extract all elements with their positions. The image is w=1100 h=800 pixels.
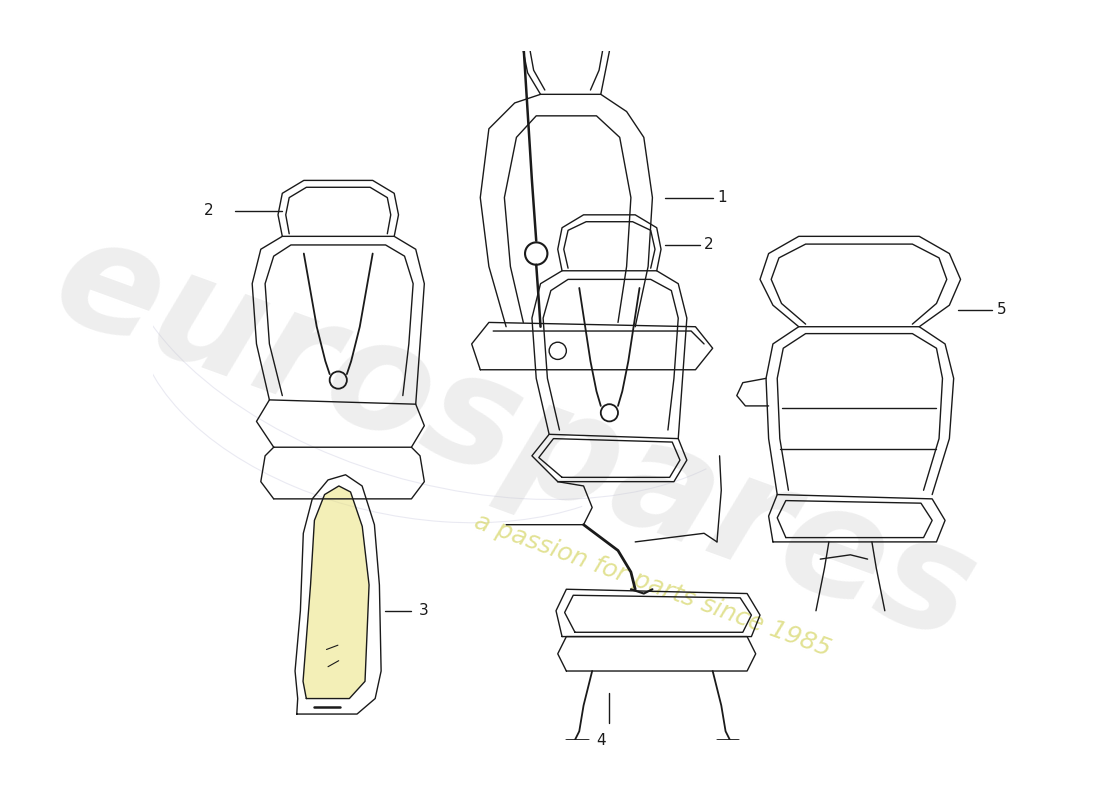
Text: 1: 1 bbox=[717, 190, 727, 205]
Text: 5: 5 bbox=[997, 302, 1006, 317]
Text: 2: 2 bbox=[704, 238, 714, 253]
Text: 2: 2 bbox=[204, 203, 213, 218]
Text: 3: 3 bbox=[419, 603, 429, 618]
Text: 4: 4 bbox=[596, 733, 606, 748]
Polygon shape bbox=[302, 486, 370, 698]
Text: eurospares: eurospares bbox=[35, 203, 994, 674]
Text: a passion for parts since 1985: a passion for parts since 1985 bbox=[471, 509, 834, 661]
